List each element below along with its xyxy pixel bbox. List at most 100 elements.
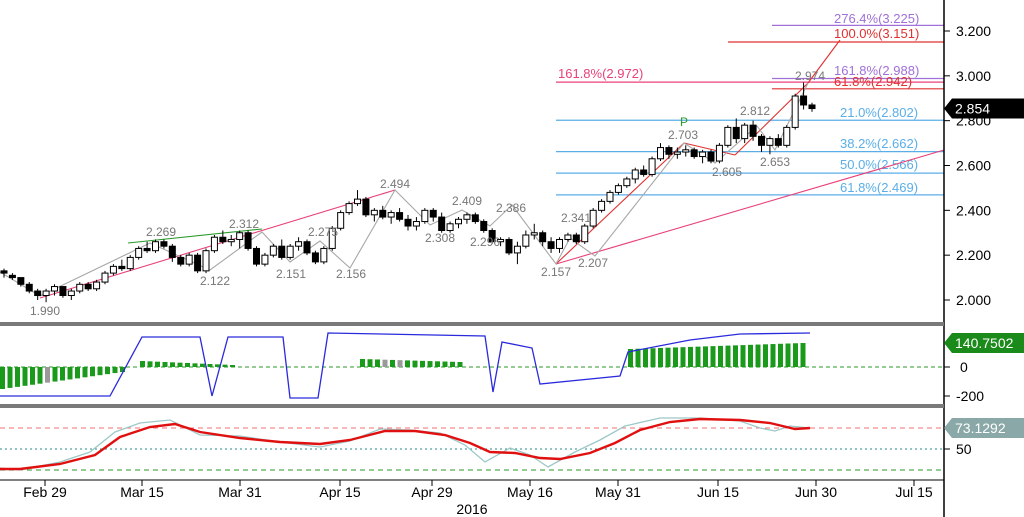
year-label: 2016	[456, 501, 487, 517]
fib-level-label: 21.0%(2.802)	[840, 105, 918, 120]
momentum-bar	[105, 367, 110, 375]
momentum-bar	[650, 348, 656, 367]
fib-level-label: 100.0%(3.151)	[834, 26, 919, 41]
candle-up	[387, 212, 395, 218]
x-tick-label: Mar 15	[120, 484, 164, 500]
candle-up	[673, 151, 681, 155]
candle-down	[0, 270, 8, 274]
momentum-bar	[703, 346, 708, 367]
momentum-bar	[740, 345, 746, 367]
x-tick-label: Jun 15	[697, 484, 739, 500]
candle-down	[774, 138, 782, 146]
candle-down	[362, 198, 370, 216]
candle-down	[732, 126, 740, 140]
momentum-bar	[748, 344, 753, 367]
candle-up	[328, 227, 336, 249]
pane-separator	[0, 322, 944, 326]
momentum-bar	[207, 364, 213, 367]
candle-down	[194, 254, 202, 272]
candle-down	[749, 124, 757, 137]
momentum-value-label: 140.7502	[955, 335, 1014, 351]
fib-level-label: 61.8%(2.469)	[840, 180, 918, 195]
momentum-bar	[688, 346, 693, 367]
candle-up	[152, 241, 159, 252]
swing-point-label: 2.275	[308, 225, 338, 239]
candle-up	[598, 200, 606, 211]
candle-up	[51, 286, 58, 292]
momentum-bar	[427, 361, 433, 367]
momentum-bar	[192, 363, 198, 367]
candle-down	[17, 277, 25, 285]
trend-line-red	[555, 142, 685, 265]
momentum-bar	[770, 344, 776, 367]
oscillator-main-line	[0, 417, 811, 471]
momentum-bar	[97, 367, 103, 376]
candle-up	[345, 203, 353, 214]
candle-down	[429, 209, 437, 218]
candle-down	[758, 135, 765, 146]
momentum-bar	[628, 349, 633, 367]
fib-level-label: 276.4%(3.225)	[834, 11, 919, 26]
momentum-bar	[442, 361, 448, 367]
swing-point-label: 2.341	[561, 211, 591, 225]
fib-level-label: 38.2%(2.662)	[840, 136, 918, 151]
candle-up	[67, 290, 75, 297]
momentum-bar	[643, 348, 648, 367]
candle-up	[412, 221, 420, 227]
swing-point-label: 2.122	[200, 274, 230, 288]
candle-up	[101, 272, 109, 283]
oscillator-pane: 50 73.1292	[0, 417, 1024, 471]
momentum-bar	[147, 361, 153, 367]
swing-point-label: 2.812	[740, 104, 770, 118]
momentum-bar	[435, 361, 440, 367]
candle-up	[455, 218, 462, 225]
momentum-bar	[382, 359, 388, 367]
candle-up	[791, 95, 799, 128]
candle-up	[657, 147, 664, 160]
swing-point-label: 2.151	[276, 267, 306, 281]
candle-up	[682, 149, 690, 153]
candle-down	[34, 290, 42, 297]
momentum-bar	[793, 343, 798, 367]
momentum-bar	[755, 344, 761, 367]
momentum-bar	[778, 343, 783, 367]
momentum-bar	[15, 367, 20, 387]
momentum-bar	[22, 367, 28, 386]
candle-down	[177, 256, 185, 265]
candle-up	[522, 234, 530, 247]
candle-up	[463, 214, 471, 220]
candle-down	[471, 214, 479, 223]
momentum-bar	[75, 367, 80, 379]
candle-up	[126, 256, 134, 270]
momentum-bar	[695, 346, 701, 367]
candle-up	[715, 144, 723, 162]
candle-down	[480, 221, 488, 232]
candle-up	[783, 126, 791, 146]
y-tick-label: 0	[960, 359, 968, 375]
candle-down	[59, 286, 67, 297]
candle-down	[800, 95, 808, 106]
candle-up	[556, 238, 563, 249]
candle-down	[488, 230, 496, 243]
candle-up	[236, 232, 244, 240]
swing-point-label: 2.703	[668, 128, 698, 142]
candle-up	[614, 185, 622, 193]
y-tick-label: 3.200	[956, 23, 991, 39]
candle-up	[766, 138, 774, 146]
momentum-bar	[763, 344, 768, 367]
swing-point-label: 2.269	[146, 225, 176, 239]
candle-down	[160, 241, 168, 247]
momentum-bar	[120, 367, 125, 372]
candle-up	[623, 178, 631, 187]
momentum-bar	[785, 343, 791, 367]
y-tick-label: 2.400	[956, 202, 991, 218]
candle-down	[379, 209, 387, 218]
y-tick-label: 2.000	[956, 292, 991, 308]
momentum-bar	[800, 343, 806, 367]
candle-up	[135, 247, 143, 258]
momentum-bar	[82, 367, 88, 378]
momentum-bar	[412, 360, 418, 367]
candle-down	[118, 265, 126, 270]
candle-down	[143, 247, 151, 252]
